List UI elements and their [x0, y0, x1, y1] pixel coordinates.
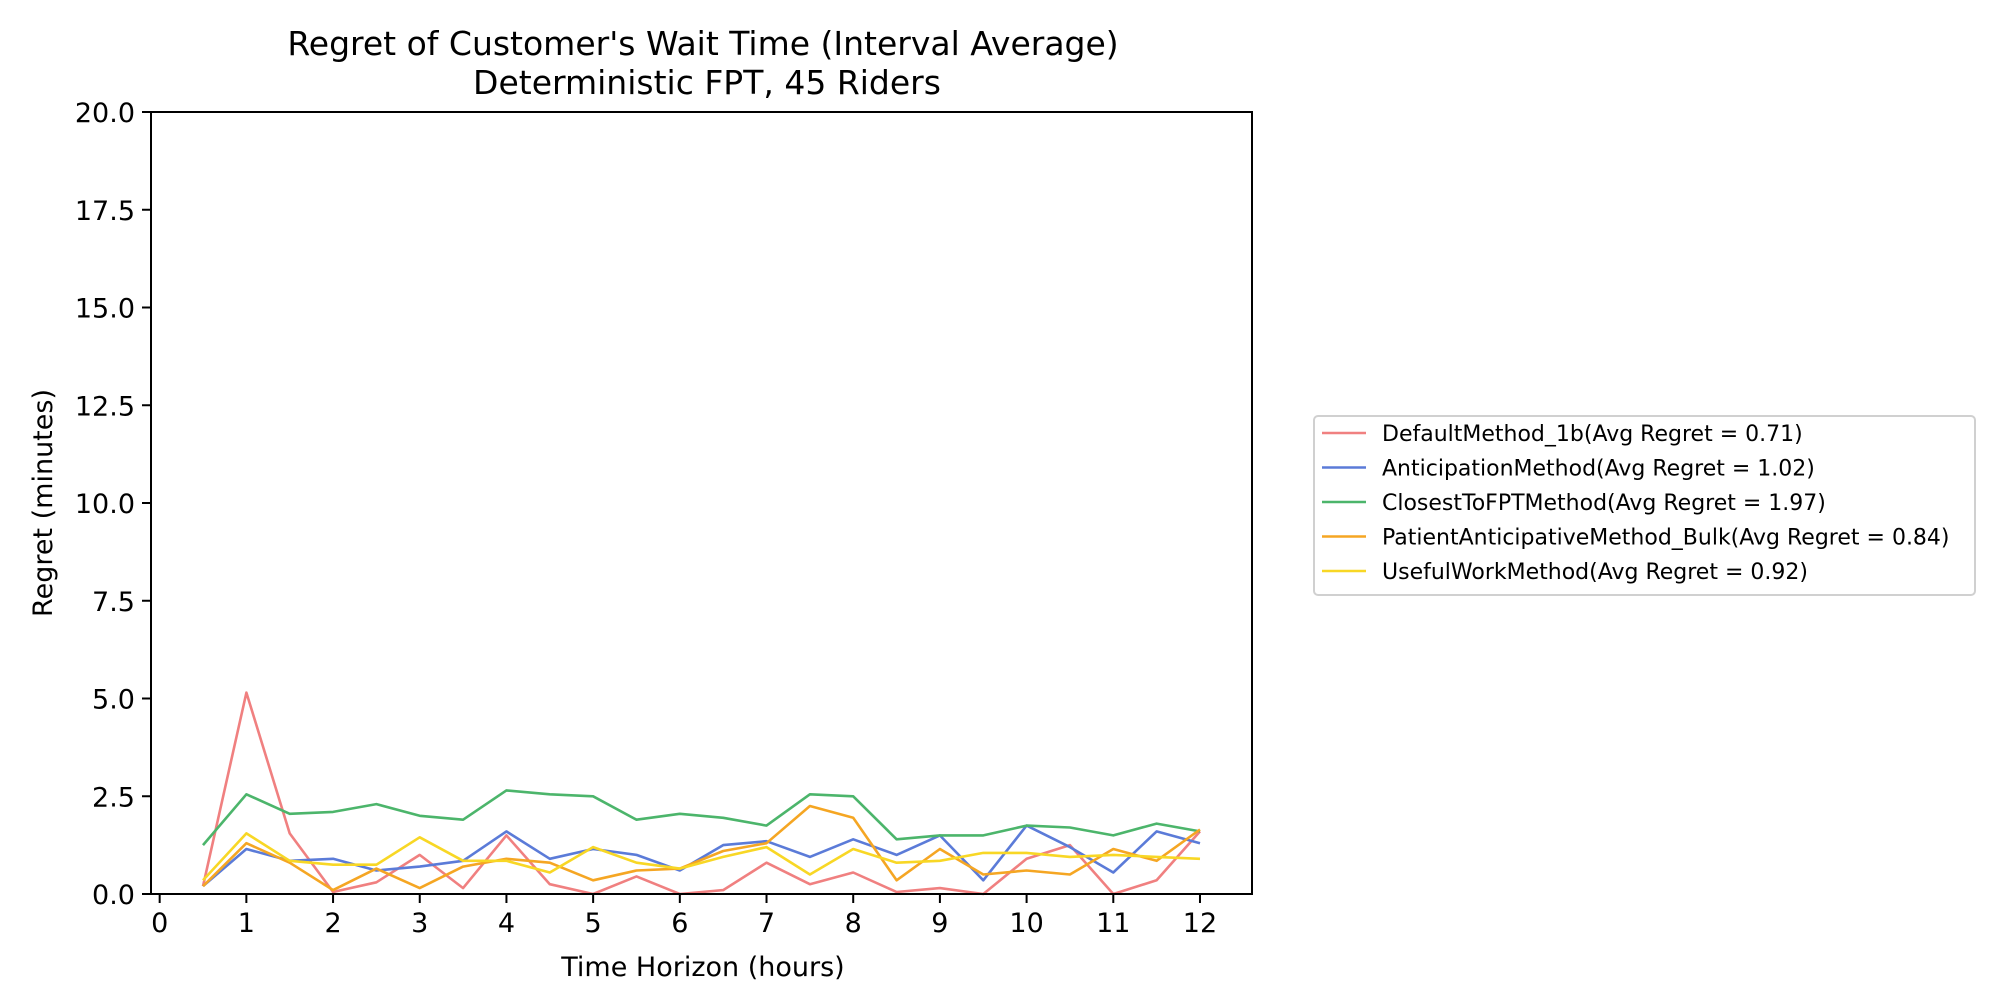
x-tick-label: 12	[1183, 908, 1217, 939]
x-axis-ticks: 0 1 2 3 4 5 6 7 8 9 10 11 12	[151, 894, 1217, 939]
x-tick-label: 8	[845, 908, 862, 939]
y-tick-label: 17.5	[75, 196, 135, 227]
plot-frame	[150, 111, 1253, 895]
x-tick-label: 0	[151, 908, 168, 939]
series-line-1	[201, 691, 1201, 896]
y-tick-label: 7.5	[92, 587, 135, 618]
y-axis-ticks: 0.0 2.5 5.0 7.5 10.0 12.5 15.0 17.5 20.0	[75, 98, 151, 911]
y-tick-label: 20.0	[75, 98, 135, 129]
series-line-5	[202, 832, 1201, 882]
x-tick-label: 1	[238, 908, 255, 939]
x-tick-label: 3	[411, 908, 428, 939]
x-tick-label: 11	[1096, 908, 1130, 939]
plot-area	[150, 111, 1253, 896]
y-tick-label: 12.5	[75, 391, 135, 422]
y-tick-label: 15.0	[75, 294, 135, 325]
series-line-2	[202, 824, 1201, 888]
chart-subtitle: Deterministic FPT, 45 Riders	[473, 63, 941, 102]
y-tick-label: 5.0	[92, 685, 135, 716]
x-tick-label: 2	[324, 908, 341, 939]
legend-label: AnticipationMethod(Avg Regret = 1.02)	[1382, 457, 1815, 482]
legend-frame	[1313, 415, 1976, 596]
y-tick-label: 2.5	[92, 782, 135, 813]
legend-label: ClosestToFPTMethod(Avg Regret = 1.97)	[1382, 491, 1826, 516]
legend-label: DefaultMethod_1b(Avg Regret = 0.71)	[1382, 422, 1803, 447]
x-tick-label: 6	[671, 908, 688, 939]
series-line-4	[202, 804, 1201, 892]
series-line-3	[202, 789, 1201, 846]
legend-label: PatientAnticipativeMethod_Bulk(Avg Regre…	[1382, 526, 1950, 551]
legend: DefaultMethod_1b(Avg Regret = 0.71) Antic…	[1313, 415, 1976, 596]
x-axis-label: Time Horizon (hours)	[560, 952, 844, 983]
y-tick-label: 0.0	[92, 880, 135, 911]
y-tick-label: 10.0	[75, 489, 135, 520]
chart-title: Regret of Customer's Wait Time (Interval…	[287, 24, 1118, 63]
x-tick-label: 10	[1009, 908, 1043, 939]
series-lines	[201, 691, 1201, 896]
x-tick-label: 7	[758, 908, 775, 939]
x-tick-label: 9	[931, 908, 948, 939]
legend-label: UsefulWorkMethod(Avg Regret = 0.92)	[1382, 560, 1808, 585]
x-tick-label: 5	[585, 908, 602, 939]
y-axis-label: Regret (minutes)	[28, 389, 59, 617]
x-tick-label: 4	[498, 908, 515, 939]
